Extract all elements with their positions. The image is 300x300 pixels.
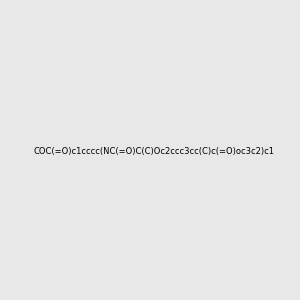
Text: COC(=O)c1cccc(NC(=O)C(C)Oc2ccc3cc(C)c(=O)oc3c2)c1: COC(=O)c1cccc(NC(=O)C(C)Oc2ccc3cc(C)c(=O… [33, 147, 274, 156]
